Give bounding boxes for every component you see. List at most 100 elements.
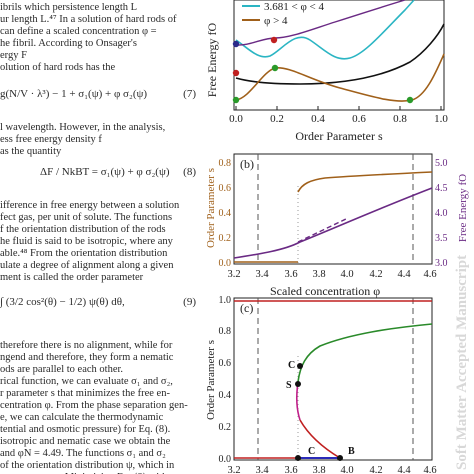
text-line: olution of hard rods has the bbox=[0, 62, 116, 73]
text-line: therefore there is no alignment, while f… bbox=[0, 340, 173, 351]
xtick-a-2: 0.4 bbox=[311, 113, 325, 125]
label-s: S bbox=[286, 380, 292, 391]
panel-c-frame bbox=[233, 297, 433, 461]
panel-b-ylabel-left: Order Parameter s bbox=[205, 168, 217, 248]
text-line: tential and osmotic pressure) for Eq. (8… bbox=[0, 424, 171, 435]
text-line: ur length L.⁴⁷ In a solution of hard rod… bbox=[0, 14, 177, 25]
curve-purple-dashed bbox=[297, 217, 349, 243]
ytick-b-right-3: 4.5 bbox=[435, 183, 448, 194]
text-line: he fluid is said to be isotropic, where … bbox=[0, 236, 173, 247]
text-line: ergy F bbox=[0, 50, 27, 61]
panel-a-free-energy-plot: Free Energy fO 3.681 < φ < 4 φ > 4 0.0 0… bbox=[205, 0, 448, 143]
text-line: can define a scaled concentration φ = bbox=[0, 26, 157, 37]
text-line: as the quantity bbox=[0, 146, 62, 157]
panel-b-yticks-left: 0.0 0.2 0.4 0.6 0.8 bbox=[219, 158, 232, 269]
text-line: ods are parallel to each other. bbox=[0, 364, 124, 375]
text-line: of the orientation distribution ψ, which… bbox=[0, 460, 175, 471]
xtick-c-1: 3.4 bbox=[255, 465, 269, 474]
xtick-b-2: 3.6 bbox=[284, 269, 297, 280]
watermark-text: Soft Matter Accepted Manuscript bbox=[454, 255, 470, 470]
curve-brown bbox=[235, 53, 445, 102]
text-line: he fibril. According to Onsager's bbox=[0, 38, 137, 49]
point-green-1 bbox=[232, 96, 240, 104]
equation-8: ΔF / NkBT = σ₁(ψ) + φ σ₂(ψ) bbox=[40, 166, 170, 178]
xtick-a-5: 1.0 bbox=[434, 113, 448, 125]
panel-b-xticks: 3.2 3.4 3.6 3.8 4.0 4.2 4.4 4.6 bbox=[227, 269, 436, 280]
label-c-lower: C bbox=[308, 446, 315, 457]
curve-green-stable bbox=[297, 323, 433, 383]
text-line: ulate a degree of alignment along a give… bbox=[0, 260, 174, 271]
text-line: l wavelength. However, in the analysis, bbox=[0, 122, 166, 133]
equation-7-number: (7) bbox=[183, 88, 196, 100]
xtick-b-6: 4.4 bbox=[397, 269, 411, 280]
point-c-lower bbox=[295, 455, 301, 461]
ytick-c-3: 0.6 bbox=[219, 358, 232, 369]
panel-b-order-parameter-plot: Order Parameter s Free Energy fO (b) 0.0… bbox=[205, 153, 469, 280]
panel-b-yticks-right: 3.0 3.5 4.0 4.5 5.0 bbox=[435, 158, 448, 269]
xtick-c-5: 4.2 bbox=[369, 465, 382, 474]
text-line: er parameter s. Minimizing Eq. (8) with bbox=[0, 472, 167, 474]
ytick-b-right-2: 4.0 bbox=[435, 208, 448, 219]
xtick-b-0: 3.2 bbox=[227, 269, 240, 280]
point-red-2 bbox=[270, 36, 278, 44]
point-red-1 bbox=[232, 69, 240, 77]
paper-text-column: g(N/V · λ³) − 1 + σ₁(ψ) + φ σ₂(ψ) (7) ΔF… bbox=[0, 0, 200, 474]
text-line: fect gas, per unit of solute. The functi… bbox=[0, 212, 173, 223]
legend-entry-1: 3.681 < φ < 4 bbox=[264, 1, 325, 13]
text-line: f the orientation distribution of the ro… bbox=[0, 224, 166, 235]
text-line: ess free energy density f bbox=[0, 134, 102, 145]
text-line: able.⁴⁸ From the orientation distributio… bbox=[0, 248, 168, 259]
xtick-a-3: 0.6 bbox=[352, 113, 366, 125]
text-line: rical function, we can evaluate σ₁ and σ… bbox=[0, 376, 173, 387]
xtick-b-5: 4.2 bbox=[369, 269, 382, 280]
curve-red-unstable bbox=[299, 419, 341, 459]
ytick-b-left-1: 0.2 bbox=[219, 233, 232, 244]
text-line: ibrils which persistence length L bbox=[0, 2, 138, 13]
curve-cyan bbox=[235, 0, 415, 60]
xtick-a-0: 0.0 bbox=[229, 113, 243, 125]
xtick-b-3: 3.8 bbox=[312, 269, 325, 280]
point-s bbox=[295, 381, 301, 387]
point-b bbox=[337, 455, 343, 461]
panel-c-yticks: 0.0 0.2 0.4 0.6 0.8 1.0 bbox=[219, 296, 232, 465]
equation-9-number: (9) bbox=[183, 296, 196, 308]
xtick-c-6: 4.4 bbox=[397, 465, 411, 474]
curve-black bbox=[235, 23, 445, 85]
xtick-b-4: 4.0 bbox=[340, 269, 353, 280]
panel-a-xlabel: Order Parameter s bbox=[295, 129, 383, 143]
curve-brown-nematic bbox=[297, 171, 433, 193]
ytick-b-left-3: 0.6 bbox=[219, 183, 232, 194]
text-line: and φN = 4.49. The functions σ₁ and σ₂ bbox=[0, 448, 166, 459]
point-green-3 bbox=[406, 96, 414, 104]
xtick-b-1: 3.4 bbox=[255, 269, 269, 280]
xtick-b-7: 4.6 bbox=[423, 269, 436, 280]
legend-entry-2: φ > 4 bbox=[264, 15, 288, 27]
ytick-b-right-1: 3.5 bbox=[435, 233, 448, 244]
equation-7: g(N/V · λ³) − 1 + σ₁(ψ) + φ σ₂(ψ) bbox=[0, 88, 148, 100]
panel-b-frame bbox=[233, 153, 433, 265]
watermark: Soft Matter Accepted Manuscript bbox=[454, 255, 470, 470]
panel-c-ylabel: Order Parameter s bbox=[205, 340, 217, 420]
text-line: centration φ. From the phase separation … bbox=[0, 400, 188, 411]
panel-b-xlabel: Scaled concentration φ bbox=[270, 284, 381, 298]
ytick-b-left-4: 0.8 bbox=[219, 158, 232, 169]
point-navy bbox=[232, 40, 240, 48]
point-c-upper bbox=[297, 363, 303, 369]
ytick-c-4: 0.8 bbox=[219, 326, 232, 337]
curve-purple bbox=[235, 0, 406, 46]
panel-a-xticks: 0.0 0.2 0.4 0.6 0.8 1.0 bbox=[229, 106, 448, 125]
xtick-c-0: 3.2 bbox=[227, 465, 240, 474]
xtick-c-3: 3.8 bbox=[312, 465, 325, 474]
xtick-c-7: 4.6 bbox=[423, 465, 436, 474]
xtick-c-2: 3.6 bbox=[284, 465, 297, 474]
ytick-c-0: 0.0 bbox=[219, 454, 232, 465]
label-b: B bbox=[348, 446, 355, 457]
text-line: r parameter s that minimizes the free en… bbox=[0, 388, 170, 399]
text-line: isotropic and nematic case we obtain the bbox=[0, 436, 171, 447]
xtick-a-4: 0.8 bbox=[393, 113, 407, 125]
text-line: ifference in free energy between a solut… bbox=[0, 200, 180, 211]
panel-b-label: (b) bbox=[240, 157, 254, 171]
point-green-2 bbox=[271, 64, 279, 72]
panel-a-ylabel: Free Energy fO bbox=[205, 22, 219, 97]
panel-c-xticks: 3.2 3.4 3.6 3.8 4.0 4.2 4.4 4.6 bbox=[227, 465, 436, 474]
